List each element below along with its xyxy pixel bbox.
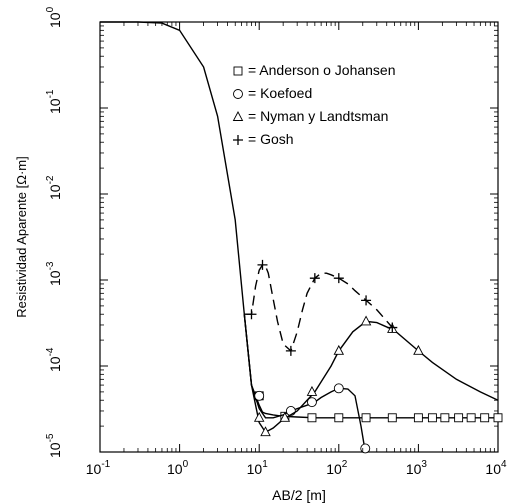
plus-marker [285,345,296,356]
x-tick-label: 103 [406,459,428,477]
x-tick-label: 10-1 [86,459,111,477]
series-line-square [100,21,498,419]
plot-area [99,21,499,453]
series-plus [244,259,398,356]
y-tick-label: 10-2 [45,175,63,200]
triangle-marker [279,411,291,422]
x-tick-label: 104 [485,459,507,477]
x-tick-label: 102 [326,459,348,477]
plus-marker [333,273,344,284]
plot-frame [99,21,499,453]
circle-marker [333,383,344,394]
square-marker [334,413,344,423]
y-tick-label: 10-3 [45,261,63,286]
x-axis-label: AB/2 [m] [272,487,326,503]
square-marker [413,413,423,423]
legend-label: = Anderson o Johansen [248,62,396,78]
y-tick-label: 10-4 [45,347,63,372]
y-tick-label: 100 [45,6,63,28]
y-tick-label: 10-5 [45,433,63,458]
square-marker [493,413,503,423]
square-marker [387,413,397,423]
square-marker [480,413,490,423]
plus-marker [361,295,372,306]
legend-marker-circle [233,89,243,99]
legend-label: = Koefoed [248,85,312,101]
square-marker [427,413,437,423]
legend-marker-square [233,66,243,76]
triangle-marker [260,426,271,437]
circle-marker [307,397,317,408]
legend-marker-triangle [232,111,244,121]
x-tick-label: 100 [167,459,189,477]
square-marker [466,413,476,423]
axes: 10-1 100 101 102 103 104 10-5 10-4 10-3 10-2 10-1 1… [45,6,507,477]
triangle-marker [413,344,424,355]
y-axis-label: Resistividad Aparente [Ω·m] [14,156,29,317]
circle-marker [254,390,265,401]
plus-marker [387,322,398,333]
legend-label: = Nyman y Landtsman [248,108,388,124]
legend-label: = Gosh [248,131,294,147]
plus-marker [257,259,268,270]
y-tick-label: 10-1 [45,89,63,114]
triangle-marker [306,385,318,396]
plus-marker [246,309,257,320]
square-marker [361,413,371,423]
series-line-circle [243,314,366,453]
plus-marker [309,273,320,284]
triangle-marker [333,344,345,355]
series-layer [100,21,503,454]
triangle-marker [360,315,372,326]
square-marker [307,413,317,423]
x-tick-label: 101 [247,459,269,477]
legend-marker-plus [233,135,243,145]
circle-marker [360,443,371,454]
legend: = Anderson o Johansen = Koefoed = Nyman y … [232,62,396,147]
triangle-marker [253,411,265,422]
series-line-triangle [243,314,499,434]
square-marker [454,413,464,423]
square-marker [440,413,450,423]
